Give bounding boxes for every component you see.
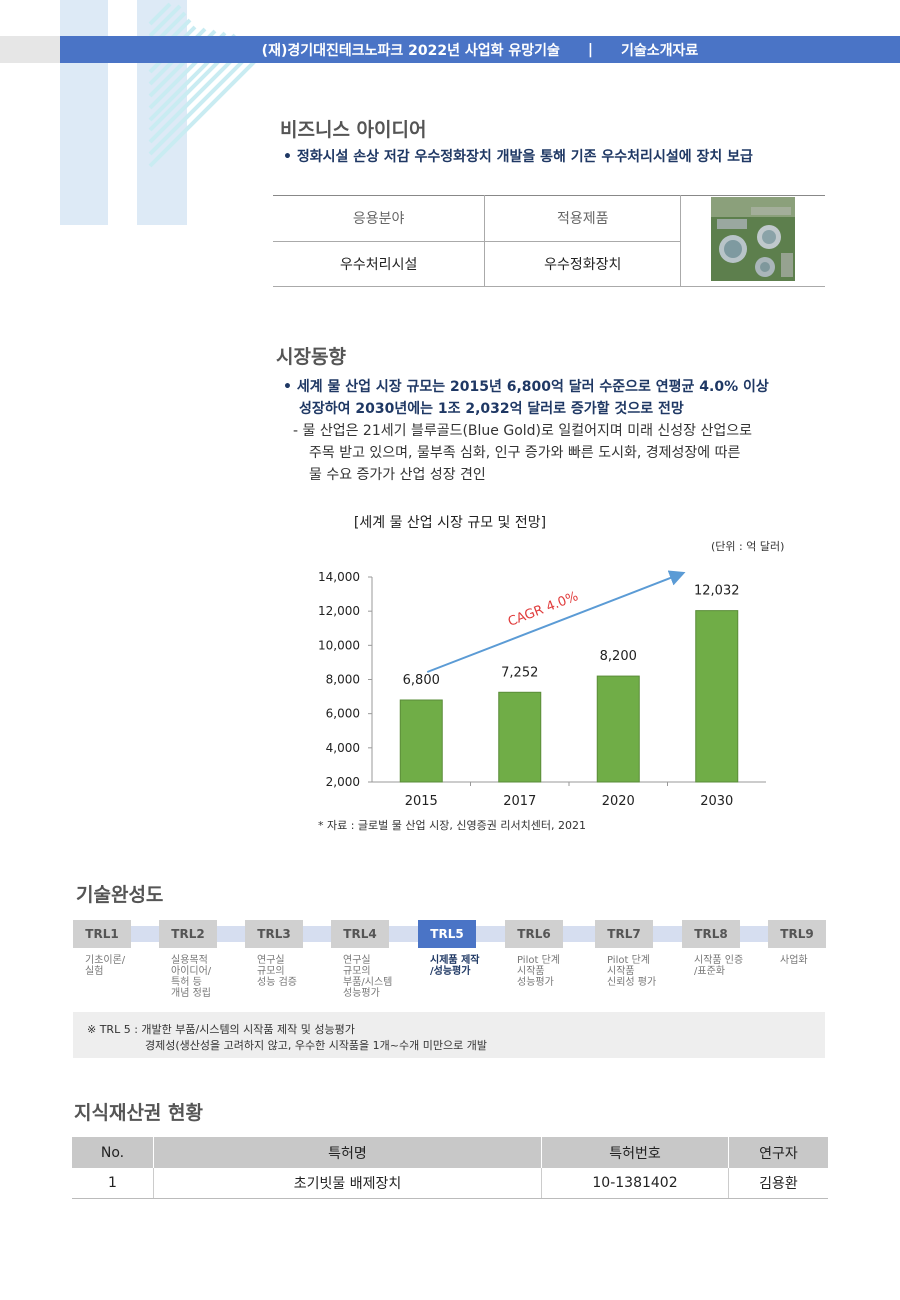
business-bullet: • 정화시설 손상 저감 우수정화장치 개발을 통해 기존 우수처리시설에 장치… [283, 149, 753, 165]
trl-level-4: TRL4 [331, 920, 389, 948]
market-section-title: 시장동향 [276, 346, 346, 368]
trl-level-1-desc: 기초이론/ 실험 [85, 955, 126, 977]
header-divider: | [587, 41, 594, 58]
market-bullet-line2: 성장하여 2030년에는 1조 2,032억 달러로 증가할 것으로 전망 [299, 401, 684, 417]
market-bullet-line1: • 세계 물 산업 시장 규모는 2015년 6,800억 달러 수준으로 연평… [283, 379, 769, 395]
app-col1-header: 응용분야 [273, 195, 486, 242]
trl-note-line2: 경제성(생산성을 고려하지 않고, 우수한 시작품을 1개~수개 미만으로 개발 [145, 1039, 487, 1052]
product-photo-cell [680, 195, 825, 287]
chart-title: [세계 물 산업 시장 규모 및 전망] [353, 515, 547, 531]
application-table: 응용분야 적용제품 우수처리시설 우수정화장치 [273, 195, 825, 287]
trl-level-5-desc: 시제품 제작 /성능평가 [430, 955, 480, 977]
y-tick-label: 4,000 [326, 741, 360, 755]
market-bar-chart: 2,000 4,000 6,000 8,000 10,000 12,000 14,000 6,… [318, 570, 766, 809]
data-label-2017: 7,252 [501, 665, 538, 680]
cagr-arrow [426, 570, 686, 673]
trl-level-2: TRL2 [159, 920, 217, 948]
trl-level-9-desc: 사업화 [780, 955, 808, 966]
ip-table: No. 특허명 특허번호 연구자 1 초기빗물 배제장치 10-1381402 … [72, 1137, 828, 1199]
table-row: 1 초기빗물 배제장치 10-1381402 김용환 [72, 1168, 828, 1199]
bar-2030 [695, 610, 739, 783]
y-tick-label: 6,000 [326, 707, 360, 721]
x-tick-label-2020: 2020 [602, 794, 635, 809]
trl-level-8: TRL8 [682, 920, 740, 948]
trl-level-9: TRL9 [768, 920, 826, 948]
market-sub-line3: 물 수요 증가가 산업 성장 견인 [309, 467, 486, 483]
header-left-accent [0, 36, 60, 63]
trl-level-3: TRL3 [245, 920, 303, 948]
treatment-plant-photo [711, 197, 796, 281]
decorative-stripes [60, 0, 257, 225]
data-label-2015: 6,800 [403, 673, 440, 688]
trl-level-6: TRL6 [505, 920, 563, 948]
app-col2-header: 적용제품 [484, 195, 682, 242]
bar-2017 [498, 691, 542, 783]
business-section-title: 비즈니스 아이디어 [280, 119, 427, 141]
ip-cell-researcher: 김용환 [728, 1168, 828, 1199]
y-tick-label: 2,000 [326, 775, 360, 789]
market-sub-line1: - 물 산업은 21세기 블루골드(Blue Gold)로 일컬어지며 미래 신… [293, 423, 753, 439]
trl-level-7-desc: Pilot 단계 시작품 신뢰성 평가 [607, 955, 657, 988]
y-tick-label: 12,000 [318, 604, 360, 618]
ip-header-number: 특허번호 [541, 1137, 729, 1168]
trl-level-3-desc: 연구실 규모의 성능 검증 [257, 955, 297, 988]
ip-cell-no: 1 [72, 1168, 154, 1199]
trl-note: ※ TRL 5 : 개발한 부품/시스템의 시작품 제작 및 성능평가 경제성(… [73, 1012, 825, 1058]
header-doc-type: 기술소개자료 [621, 42, 699, 59]
trl-level-5: TRL5 [418, 920, 476, 948]
trl-level-6-desc: Pilot 단계 시작품 성능평가 [517, 955, 560, 988]
trl-level-8-desc: 시작품 인증 /표준화 [694, 955, 744, 977]
trl-level-1: TRL1 [73, 920, 131, 948]
app-col1-value: 우수처리시설 [273, 241, 486, 287]
app-col2-value: 우수정화장치 [484, 241, 682, 287]
x-tick-label-2015: 2015 [405, 794, 438, 809]
ip-section-title: 지식재산권 현황 [74, 1102, 203, 1124]
data-label-2030: 12,032 [694, 584, 740, 599]
trl-note-line1: ※ TRL 5 : 개발한 부품/시스템의 시작품 제작 및 성능평가 [87, 1023, 355, 1036]
ip-cell-number: 10-1381402 [541, 1168, 729, 1199]
y-tick-label: 14,000 [318, 570, 360, 584]
y-tick-label: 8,000 [326, 673, 360, 687]
chart-unit: (단위 : 억 달러) [711, 540, 785, 553]
trl-level-4-desc: 연구실 규모의 부품/시스템 성능평가 [343, 955, 393, 999]
header-bar: (재)경기대진테크노파크 2022년 사업화 유망기술 | 기술소개자료 [60, 36, 900, 63]
ip-header-name: 특허명 [153, 1137, 542, 1168]
ip-header-researcher: 연구자 [728, 1137, 828, 1168]
y-tick-label: 10,000 [318, 638, 360, 652]
trl-level-7: TRL7 [595, 920, 653, 948]
cagr-label: CAGR 4.0% [506, 589, 580, 630]
header-title: (재)경기대진테크노파크 2022년 사업화 유망기술 [261, 42, 560, 59]
data-label-2020: 8,200 [600, 649, 637, 664]
trl-section-title: 기술완성도 [76, 884, 164, 906]
x-tick-label-2030: 2030 [700, 794, 733, 809]
chart-source: * 자료 : 글로벌 물 산업 시장, 신영증권 리서치센터, 2021 [318, 819, 586, 832]
ip-cell-name: 초기빗물 배제장치 [153, 1168, 542, 1199]
market-sub-line2: 주목 받고 있으며, 물부족 심화, 인구 증가와 빠른 도시화, 경제성장에 … [309, 445, 741, 461]
bar-2015 [399, 699, 443, 783]
bar-2020 [596, 675, 640, 783]
x-tick-label-2017: 2017 [503, 794, 536, 809]
ip-header-no: No. [72, 1137, 154, 1168]
trl-level-2-desc: 실용목적 아이디어/ 특허 등 개념 정립 [171, 955, 212, 999]
